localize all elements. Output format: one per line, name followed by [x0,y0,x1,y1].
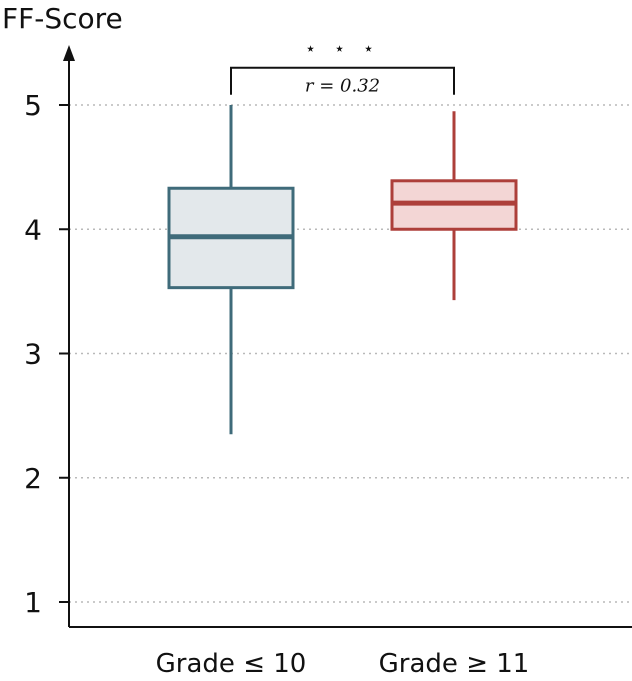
significance-annotation: ⋆ ⋆ ⋆ r = 0.32 [230,39,455,97]
y-tick-label-4: 4 [24,213,42,246]
boxes [167,105,518,435]
y-tick-label-3: 3 [24,338,42,371]
y-ticks: 1 2 3 4 5 [24,89,69,619]
y-axis-label: FF-Score [2,2,123,35]
grid-lines [69,104,632,603]
y-tick-label-2: 2 [24,462,42,495]
y-tick-label-1: 1 [24,586,42,619]
y-tick-label-5: 5 [24,89,42,122]
significance-bracket [230,66,455,95]
significance-stars: ⋆ ⋆ ⋆ [305,39,380,60]
x-category-label-2: Grade ≥ 11 [379,649,530,679]
effect-size-label: r = 0.32 [305,76,380,97]
x-category-label-1: Grade ≤ 10 [156,649,307,679]
box-group-1 [167,105,295,435]
y-axis-arrow [63,45,75,61]
axes [63,45,632,628]
box-group-2 [390,111,518,301]
x-category-labels: Grade ≤ 10 Grade ≥ 11 [156,649,530,679]
